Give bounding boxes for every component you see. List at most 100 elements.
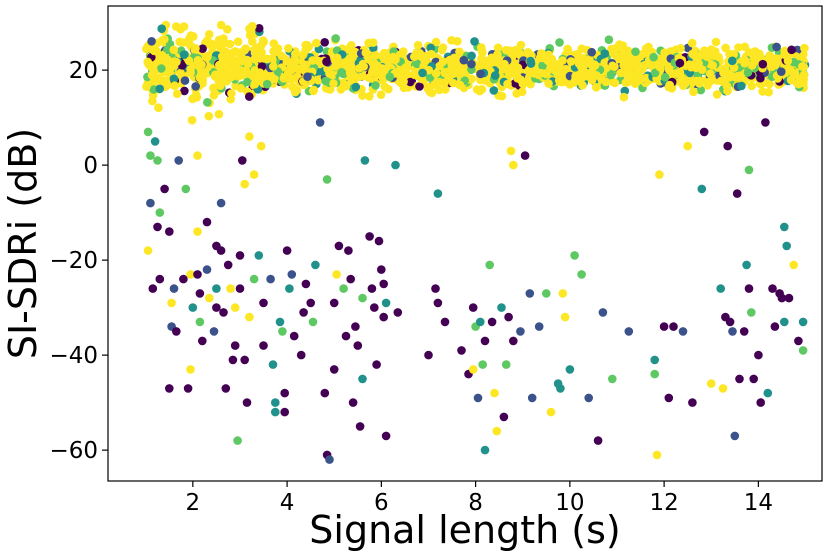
cluster-point bbox=[543, 56, 553, 65]
cluster-point bbox=[692, 76, 701, 86]
cluster-point bbox=[618, 41, 628, 50]
outlier-point bbox=[659, 322, 669, 331]
outlier-point bbox=[468, 365, 478, 374]
outlier-point bbox=[344, 246, 353, 255]
cluster-point bbox=[223, 63, 232, 72]
outlier-point bbox=[556, 384, 565, 393]
cluster-point bbox=[440, 78, 449, 87]
outlier-point bbox=[652, 450, 662, 460]
outlier-point bbox=[565, 365, 575, 374]
outlier-point bbox=[546, 407, 556, 417]
outlier-point bbox=[186, 270, 195, 279]
cluster-point bbox=[170, 81, 179, 90]
outlier-point bbox=[240, 179, 249, 189]
outlier-point bbox=[780, 222, 789, 232]
cluster-point bbox=[198, 44, 207, 53]
cluster-point bbox=[453, 37, 462, 46]
outlier-point bbox=[167, 298, 176, 308]
outlier-point bbox=[193, 270, 202, 279]
cluster-point bbox=[470, 37, 479, 46]
outlier-point bbox=[235, 284, 245, 293]
outlier-point bbox=[798, 317, 808, 327]
outlier-point bbox=[650, 355, 659, 365]
outlier-point bbox=[570, 251, 579, 260]
outlier-point bbox=[723, 141, 732, 151]
outlier-point bbox=[655, 170, 664, 179]
cluster-point bbox=[676, 44, 685, 53]
cluster-point bbox=[236, 66, 246, 75]
outlier-point bbox=[744, 284, 754, 293]
cluster-point bbox=[526, 79, 535, 89]
outlier-point bbox=[280, 407, 290, 417]
outlier-point bbox=[193, 227, 202, 236]
cluster-point bbox=[365, 92, 374, 101]
cluster-point bbox=[219, 34, 228, 43]
outlier-point bbox=[468, 303, 478, 312]
cluster-point bbox=[587, 47, 596, 57]
cluster-point bbox=[157, 24, 166, 33]
cluster-point bbox=[227, 89, 236, 98]
cluster-point bbox=[734, 43, 743, 52]
outlier-point bbox=[301, 279, 311, 289]
outlier-point bbox=[365, 232, 374, 241]
cluster-point bbox=[655, 62, 665, 72]
cluster-point bbox=[528, 65, 537, 75]
cluster-point bbox=[186, 68, 195, 78]
outlier-point bbox=[742, 260, 751, 270]
cluster-point bbox=[295, 64, 305, 74]
cluster-point bbox=[292, 85, 302, 95]
cluster-point bbox=[758, 87, 767, 96]
cluster-point bbox=[600, 49, 610, 58]
outlier-point bbox=[492, 426, 502, 436]
cluster-point bbox=[737, 81, 746, 91]
outlier-point bbox=[431, 284, 440, 293]
outlier-point bbox=[798, 346, 808, 355]
outlier-point bbox=[202, 217, 212, 227]
cluster-point bbox=[633, 65, 643, 74]
cluster-point bbox=[420, 57, 430, 66]
outlier-point bbox=[367, 284, 377, 293]
outlier-point bbox=[282, 246, 292, 255]
x-tick-label: 14 bbox=[744, 490, 773, 516]
cluster-point bbox=[176, 24, 185, 34]
outlier-point bbox=[230, 341, 240, 350]
cluster-point bbox=[163, 45, 172, 55]
outlier-point bbox=[230, 303, 240, 312]
cluster-point bbox=[204, 111, 214, 121]
cluster-point bbox=[758, 59, 768, 69]
cluster-point bbox=[719, 68, 728, 78]
outlier-point bbox=[624, 327, 634, 336]
outlier-point bbox=[739, 327, 749, 336]
cluster-point bbox=[241, 44, 250, 53]
cluster-point bbox=[191, 82, 200, 91]
cluster-point bbox=[725, 49, 734, 59]
cluster-point bbox=[399, 47, 408, 56]
cluster-point bbox=[210, 40, 220, 50]
cluster-point bbox=[303, 72, 312, 81]
outlier-point bbox=[195, 289, 205, 298]
cluster-point bbox=[537, 68, 546, 78]
cluster-point bbox=[157, 64, 166, 73]
outlier-point bbox=[433, 298, 443, 308]
outlier-point bbox=[440, 317, 450, 327]
cluster-point bbox=[401, 63, 410, 72]
outlier-point bbox=[146, 198, 155, 208]
cluster-point bbox=[563, 44, 572, 54]
outlier-point bbox=[228, 355, 238, 365]
outlier-point bbox=[520, 151, 530, 160]
outlier-point bbox=[381, 431, 391, 441]
outlier-point bbox=[480, 336, 490, 346]
cluster-point bbox=[604, 35, 614, 44]
cluster-point bbox=[647, 61, 657, 70]
outlier-point bbox=[348, 398, 358, 407]
y-tick-label: −20 bbox=[49, 248, 98, 274]
outlier-point bbox=[339, 284, 348, 293]
cluster-point bbox=[309, 85, 319, 95]
outlier-point bbox=[756, 398, 765, 407]
cluster-point bbox=[250, 48, 260, 58]
cluster-point bbox=[325, 69, 334, 78]
cluster-point bbox=[688, 49, 697, 59]
x-tick-label: 4 bbox=[280, 490, 295, 516]
cluster-point bbox=[780, 46, 790, 56]
outlier-point bbox=[332, 270, 341, 279]
